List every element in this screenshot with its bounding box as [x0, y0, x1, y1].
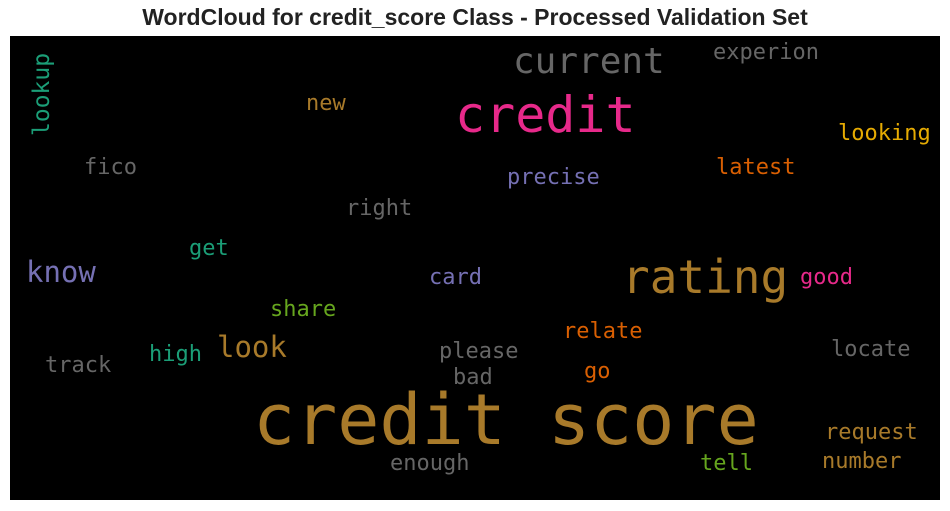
word-number: number	[822, 449, 902, 474]
word-experion: experion	[713, 40, 819, 65]
word-current: current	[513, 41, 665, 82]
word-go: go	[584, 359, 611, 384]
chart-title: WordCloud for credit_score Class - Proce…	[142, 4, 808, 30]
word-track: track	[45, 353, 112, 378]
word-share: share	[270, 297, 337, 322]
word-fico: fico	[84, 155, 137, 180]
word-enough: enough	[390, 451, 470, 476]
word-latest: latest	[716, 155, 796, 180]
word-relate: relate	[563, 319, 643, 344]
word-rating: rating	[622, 250, 789, 304]
word-lookup: lookup	[29, 52, 55, 136]
word-new: new	[306, 91, 346, 116]
word-please: please	[439, 339, 519, 364]
word-right: right	[346, 196, 413, 221]
word-card: card	[429, 265, 482, 290]
word-request: request	[825, 420, 918, 445]
word-precise: precise	[507, 165, 600, 190]
word-look: look	[217, 330, 287, 364]
word-high: high	[149, 342, 202, 367]
wordcloud-canvas: credit score credit rating current know …	[10, 36, 940, 500]
word-looking: looking	[838, 121, 931, 146]
word-credit: credit	[455, 86, 636, 144]
word-know: know	[26, 255, 96, 289]
word-get: get	[189, 236, 229, 261]
word-credit-score: credit score	[253, 379, 759, 461]
word-tell: tell	[700, 451, 753, 476]
word-locate: locate	[831, 337, 911, 362]
word-good: good	[800, 265, 853, 290]
word-bad: bad	[453, 365, 493, 390]
